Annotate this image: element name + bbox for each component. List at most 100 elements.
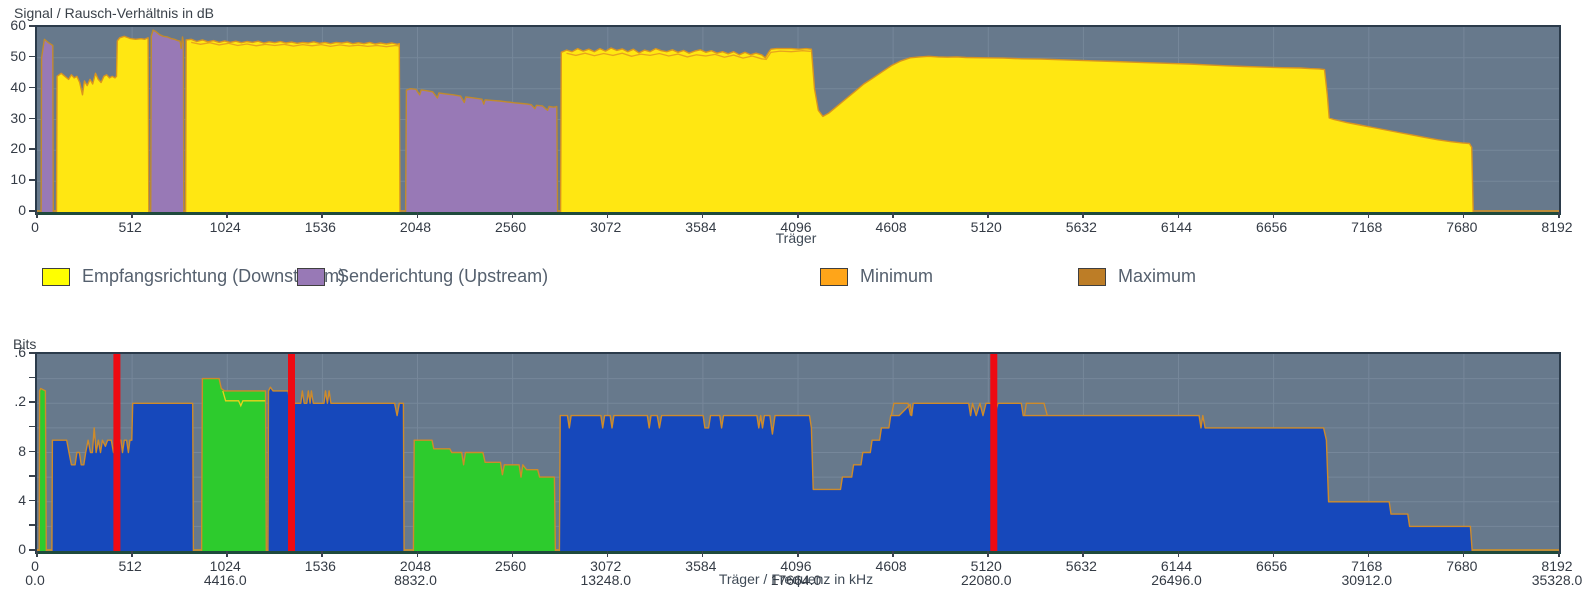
freq-tick-label: 13248.0 (580, 572, 632, 588)
x-tick-label: 5632 (1065, 558, 1097, 574)
y-tick-mark (29, 55, 35, 58)
x-tick-mark (892, 551, 894, 557)
x-tick-label: 8192 (1541, 219, 1573, 235)
x-tick-label: 6656 (1256, 219, 1288, 235)
freq-tick-label: 17664.0 (770, 572, 822, 588)
x-tick-label: 1536 (304, 219, 336, 235)
area-series-downstream-band-1b (184, 38, 401, 212)
bits-plot-area (35, 352, 1561, 554)
area-series-bits-upstream-0 (38, 387, 47, 551)
x-tick-label: 2048 (399, 219, 432, 235)
x-tick-label: 0 (31, 219, 39, 235)
y-tick-mark (29, 210, 35, 212)
bits-x-axis-label: Träger / Frequenz in kHz (718, 571, 874, 587)
y-tick-mark (29, 117, 35, 119)
x-tick-label: 6144 (1160, 219, 1193, 235)
area-series-upstream-band-0 (40, 38, 54, 212)
x-tick-label: 3072 (590, 558, 622, 574)
maximum-swatch-icon (1078, 267, 1106, 286)
x-tick-label: 4608 (875, 219, 907, 235)
y-tick-label: 40 (10, 78, 26, 95)
legend-label-minimum: Minimum (860, 266, 934, 286)
freq-tick-label: 35328.0 (1531, 572, 1583, 588)
x-tick-label: 7168 (1351, 219, 1383, 235)
y-tick-mark (29, 86, 35, 89)
x-tick-label: 5120 (970, 219, 1002, 235)
area-series-bits-upstream-1 (412, 439, 557, 551)
freq-tick-label: 4416.0 (203, 572, 247, 588)
y-tick-mark (29, 376, 35, 379)
legend-item-downstream: Empfangsrichtung (Downstream) (42, 266, 345, 287)
x-tick-label: 512 (118, 219, 142, 235)
y-tick-mark (29, 352, 35, 354)
y-tick-mark (29, 425, 35, 428)
x-tick-mark (987, 212, 989, 218)
y-tick-mark (29, 499, 35, 502)
area-series-bits-downstream-1 (51, 402, 195, 551)
legend-label-downstream: Empfangsrichtung (Downstream) (82, 266, 346, 286)
area-series-downstream-band-1a (55, 35, 150, 212)
freq-tick-label: 26496.0 (1151, 572, 1202, 588)
legend-label-maximum: Maximum (1118, 266, 1197, 286)
y-tick-label: 60 (10, 17, 26, 33)
x-tick-mark (1082, 551, 1084, 557)
line-minimum-line-2 (566, 50, 811, 61)
x-tick-mark (131, 212, 133, 218)
legend-label-upstream: Senderichtung (Upstream) (337, 266, 549, 286)
legend-item-upstream: Senderichtung (Upstream) (297, 266, 548, 287)
x-tick-mark (1367, 212, 1370, 218)
x-tick-label: 2560 (495, 558, 527, 574)
x-tick-mark (1462, 212, 1465, 218)
x-tick-mark (1462, 551, 1465, 557)
x-tick-mark (797, 212, 799, 218)
x-tick-label: 0 (31, 558, 39, 574)
area-series-bits-downstream-green (200, 377, 267, 551)
chart-legend: Empfangsrichtung (Downstream) Sendericht… (0, 262, 1593, 298)
x-tick-mark (892, 212, 894, 218)
line-minimum-overshoot-1 (890, 402, 912, 416)
x-tick-label: 2560 (495, 219, 527, 235)
area-series-bits-downstream-3 (558, 402, 1473, 551)
x-tick-label: 6144 (1160, 558, 1193, 574)
x-tick-mark (416, 551, 418, 557)
snr-plot-svg (37, 27, 1559, 212)
x-tick-mark (1177, 551, 1179, 557)
x-tick-mark (416, 212, 418, 218)
y-tick-mark (29, 25, 35, 27)
y-tick-mark (29, 179, 35, 181)
freq-tick-label: 0.0 (25, 572, 45, 588)
x-tick-mark (511, 551, 514, 557)
freq-tick-label: 30912.0 (1341, 572, 1393, 588)
x-tick-mark (1177, 212, 1179, 218)
x-tick-mark (1082, 212, 1084, 218)
x-tick-mark (131, 551, 133, 557)
x-tick-label: 1024 (209, 219, 241, 235)
x-tick-label: 5632 (1065, 219, 1097, 235)
y-tick-label: .2 (14, 393, 26, 410)
x-tick-label: 4096 (780, 558, 812, 574)
x-tick-label: 3584 (685, 558, 717, 574)
x-tick-mark (36, 551, 38, 557)
pilot-tone-marker (990, 354, 998, 551)
x-tick-mark (226, 551, 228, 557)
y-tick-label: 10 (10, 171, 26, 188)
y-tick-mark (29, 549, 35, 551)
pilot-tone-marker (288, 354, 295, 551)
x-tick-mark (321, 551, 323, 557)
x-tick-mark (987, 551, 989, 557)
x-tick-mark (1272, 212, 1275, 218)
x-tick-mark (321, 212, 323, 218)
x-tick-mark (36, 212, 38, 218)
x-tick-label: 1024 (209, 558, 241, 574)
x-tick-label: 6656 (1256, 558, 1288, 574)
area-series-upstream-band-2 (404, 88, 559, 212)
legend-item-minimum: Minimum (820, 266, 933, 287)
y-tick-label: 0 (18, 541, 26, 557)
area-series-upstream-band-1 (150, 29, 185, 212)
freq-tick-label: 8832.0 (394, 572, 437, 588)
y-tick-mark (29, 450, 35, 452)
x-tick-label: 7168 (1351, 558, 1383, 574)
legend-item-maximum: Maximum (1078, 266, 1196, 287)
x-tick-label: 3584 (685, 219, 717, 235)
x-tick-mark (1558, 551, 1560, 557)
